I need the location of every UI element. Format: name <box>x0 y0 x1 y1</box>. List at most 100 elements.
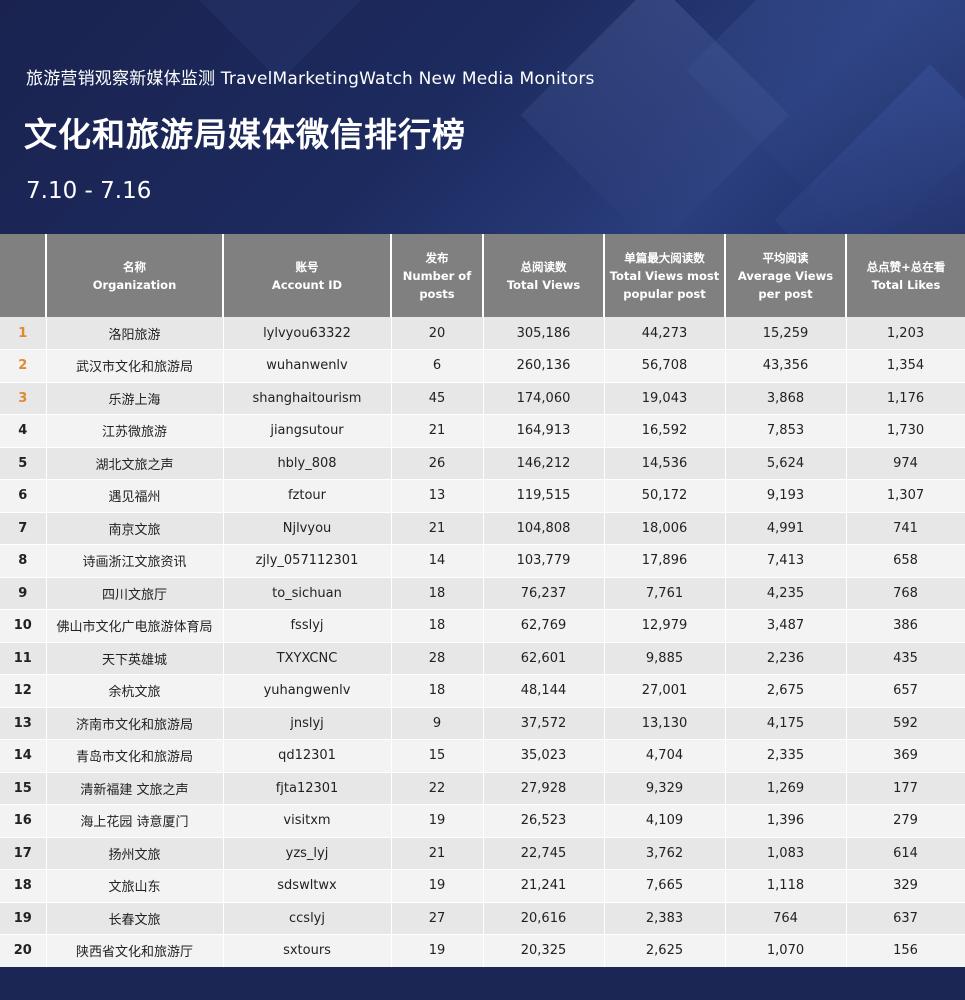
posts-cell: 19 <box>391 869 484 903</box>
account-id-cell: ccslyj <box>223 902 392 935</box>
average-views-cell: 4,991 <box>725 512 847 545</box>
posts-cell: 45 <box>391 382 484 415</box>
organization-cell: 济南市文化和旅游局 <box>46 707 224 740</box>
max-views-cell: 17,896 <box>604 544 726 578</box>
account-id-cell: sxtours <box>223 934 392 968</box>
max-views-cell: 2,383 <box>604 902 726 935</box>
posts-cell: 19 <box>391 804 484 838</box>
average-views-cell: 1,070 <box>725 934 847 968</box>
account-id-cell: lylvyou63322 <box>223 317 392 350</box>
rank-cell: 17 <box>0 837 47 870</box>
organization-cell: 武汉市文化和旅游局 <box>46 349 224 383</box>
rank-cell: 3 <box>0 382 47 415</box>
column-header-total-likes: 总点赞+总在看 Total Likes <box>846 234 965 317</box>
average-views-cell: 1,118 <box>725 869 847 903</box>
posts-cell: 18 <box>391 609 484 643</box>
rank-cell: 14 <box>0 739 47 773</box>
organization-cell: 洛阳旅游 <box>46 317 224 350</box>
header-banner: 旅游营销观察新媒体监测 TravelMarketingWatch New Med… <box>0 0 965 234</box>
table-row: 15 清新福建 文旅之声 fjta12301 22 27,928 9,329 1,269 17… <box>0 772 965 805</box>
column-header-posts: 发布 Number of posts <box>391 234 484 317</box>
max-views-cell: 18,006 <box>604 512 726 545</box>
total-views-cell: 27,928 <box>483 772 605 805</box>
table-row: 11 天下英雄城 TXYXCNC 28 62,601 9,885 2,236 435 <box>0 642 965 675</box>
max-views-cell: 27,001 <box>604 674 726 708</box>
max-views-cell: 56,708 <box>604 349 726 383</box>
average-views-cell: 1,083 <box>725 837 847 870</box>
total-views-cell: 164,913 <box>483 414 605 448</box>
table-row: 19 长春文旅 ccslyj 27 20,616 2,383 764 637 <box>0 902 965 935</box>
account-id-cell: fztour <box>223 479 392 513</box>
organization-cell: 江苏微旅游 <box>46 414 224 448</box>
total-likes-cell: 386 <box>846 609 965 643</box>
posts-cell: 6 <box>391 349 484 383</box>
rank-cell: 11 <box>0 642 47 675</box>
column-header-rank <box>0 234 47 317</box>
table-row: 18 文旅山东 sdswltwx 19 21,241 7,665 1,118 329 <box>0 869 965 903</box>
organization-cell: 海上花园 诗意厦门 <box>46 804 224 838</box>
organization-cell: 文旅山东 <box>46 869 224 903</box>
total-views-cell: 119,515 <box>483 479 605 513</box>
organization-cell: 青岛市文化和旅游局 <box>46 739 224 773</box>
account-id-cell: qd12301 <box>223 739 392 773</box>
average-views-cell: 2,236 <box>725 642 847 675</box>
max-views-cell: 7,665 <box>604 869 726 903</box>
rank-cell: 9 <box>0 577 47 610</box>
header-subtitle: 旅游营销观察新媒体监测 TravelMarketingWatch New Med… <box>26 69 595 89</box>
column-header-organization: 名称 Organization <box>46 234 224 317</box>
table-body: 1 洛阳旅游 lylvyou63322 20 305,186 44,273 15,259 1,… <box>0 317 965 968</box>
table-row: 5 湖北文旅之声 hbly_808 26 146,212 14,536 5,624 974 <box>0 447 965 480</box>
total-views-cell: 146,212 <box>483 447 605 480</box>
average-views-cell: 764 <box>725 902 847 935</box>
posts-cell: 14 <box>391 544 484 578</box>
average-views-cell: 2,335 <box>725 739 847 773</box>
posts-cell: 27 <box>391 902 484 935</box>
total-views-cell: 104,808 <box>483 512 605 545</box>
total-likes-cell: 1,176 <box>846 382 965 415</box>
max-views-cell: 3,762 <box>604 837 726 870</box>
total-likes-cell: 657 <box>846 674 965 708</box>
organization-cell: 遇见福州 <box>46 479 224 513</box>
total-likes-cell: 741 <box>846 512 965 545</box>
max-views-cell: 7,761 <box>604 577 726 610</box>
table-row: 20 陕西省文化和旅游厅 sxtours 19 20,325 2,625 1,070 156 <box>0 934 965 968</box>
rank-cell: 2 <box>0 349 47 383</box>
total-likes-cell: 974 <box>846 447 965 480</box>
table-row: 10 佛山市文化广电旅游体育局 fsslyj 18 62,769 12,979 3,487 3… <box>0 609 965 643</box>
organization-cell: 佛山市文化广电旅游体育局 <box>46 609 224 643</box>
table-row: 6 遇见福州 fztour 13 119,515 50,172 9,193 1,307 <box>0 479 965 513</box>
max-views-cell: 9,329 <box>604 772 726 805</box>
max-views-cell: 9,885 <box>604 642 726 675</box>
max-views-cell: 4,704 <box>604 739 726 773</box>
organization-cell: 诗画浙江文旅资讯 <box>46 544 224 578</box>
account-id-cell: Njlvyou <box>223 512 392 545</box>
average-views-cell: 4,175 <box>725 707 847 740</box>
account-id-cell: TXYXCNC <box>223 642 392 675</box>
total-views-cell: 20,616 <box>483 902 605 935</box>
organization-cell: 四川文旅厅 <box>46 577 224 610</box>
table-row: 14 青岛市文化和旅游局 qd12301 15 35,023 4,704 2,335 369 <box>0 739 965 773</box>
table-row: 3 乐游上海 shanghaitourism 45 174,060 19,043 3,868… <box>0 382 965 415</box>
posts-cell: 9 <box>391 707 484 740</box>
account-id-cell: fsslyj <box>223 609 392 643</box>
organization-cell: 长春文旅 <box>46 902 224 935</box>
posts-cell: 15 <box>391 739 484 773</box>
posts-cell: 21 <box>391 837 484 870</box>
ranking-table: 名称 Organization 账号 Account ID 发布 Number of … <box>0 234 965 968</box>
date-range: 7.10 - 7.16 <box>26 178 152 204</box>
rank-cell: 7 <box>0 512 47 545</box>
rank-cell: 16 <box>0 804 47 838</box>
column-header-account-id: 账号 Account ID <box>223 234 392 317</box>
total-views-cell: 22,745 <box>483 837 605 870</box>
total-likes-cell: 279 <box>846 804 965 838</box>
account-id-cell: zjly_057112301 <box>223 544 392 578</box>
total-likes-cell: 592 <box>846 707 965 740</box>
table-row: 12 余杭文旅 yuhangwenlv 18 48,144 27,001 2,675 657 <box>0 674 965 708</box>
max-views-cell: 16,592 <box>604 414 726 448</box>
account-id-cell: jnslyj <box>223 707 392 740</box>
organization-cell: 余杭文旅 <box>46 674 224 708</box>
table-header-row: 名称 Organization 账号 Account ID 发布 Number of … <box>0 234 965 317</box>
organization-cell: 清新福建 文旅之声 <box>46 772 224 805</box>
table-row: 13 济南市文化和旅游局 jnslyj 9 37,572 13,130 4,175 592 <box>0 707 965 740</box>
total-views-cell: 103,779 <box>483 544 605 578</box>
